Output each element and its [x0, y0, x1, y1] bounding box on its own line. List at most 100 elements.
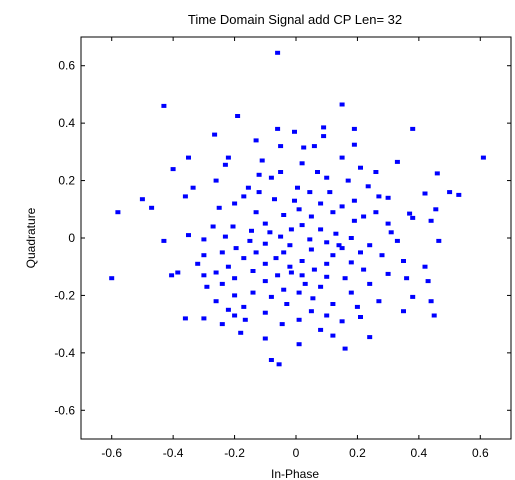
data-point — [216, 205, 222, 210]
data-point — [213, 299, 219, 304]
data-point — [241, 304, 247, 309]
data-point — [273, 256, 279, 261]
data-point — [351, 218, 357, 223]
data-point — [201, 253, 207, 258]
data-point — [324, 240, 330, 245]
y-tick-label: 0.6 — [58, 59, 75, 73]
data-point — [249, 228, 254, 233]
data-point — [318, 201, 324, 206]
data-point — [447, 190, 453, 195]
data-point — [268, 294, 274, 299]
data-point — [394, 238, 400, 243]
data-point — [339, 246, 345, 251]
data-point — [299, 223, 305, 228]
data-point — [201, 273, 207, 278]
y-tick-label: 0.2 — [58, 174, 75, 188]
data-point — [296, 342, 302, 347]
data-point — [376, 194, 382, 199]
data-point — [330, 302, 336, 306]
data-point — [247, 238, 253, 243]
data-point — [235, 114, 241, 118]
data-point — [296, 290, 302, 295]
data-point — [276, 362, 282, 367]
data-point — [348, 260, 354, 265]
data-point — [302, 281, 308, 286]
data-point — [204, 284, 210, 289]
x-tick-label: -0.2 — [224, 446, 245, 460]
data-point — [436, 238, 442, 243]
data-point — [376, 299, 382, 304]
data-point — [434, 171, 440, 176]
data-point — [250, 290, 256, 295]
data-point — [321, 134, 327, 139]
data-point — [225, 155, 231, 160]
x-tick-label: 0.4 — [411, 446, 428, 460]
data-point — [324, 274, 330, 279]
data-point — [268, 358, 274, 362]
data-point — [307, 237, 313, 242]
data-point — [292, 129, 297, 134]
data-point — [310, 296, 316, 301]
data-point — [456, 192, 462, 197]
data-point — [480, 155, 486, 160]
data-point — [433, 207, 439, 212]
data-point — [272, 197, 277, 202]
data-point — [324, 313, 330, 318]
data-point — [232, 201, 238, 206]
data-point — [425, 279, 431, 284]
data-point — [333, 231, 339, 236]
data-point — [222, 162, 228, 167]
data-point — [358, 165, 363, 170]
chart-title: Time Domain Signal add CP Len= 32 — [188, 12, 402, 27]
data-point — [410, 215, 416, 220]
data-point — [330, 333, 336, 338]
y-tick-label: -0.4 — [54, 346, 75, 360]
data-point — [339, 204, 345, 209]
data-point — [336, 243, 342, 248]
data-point — [301, 145, 307, 150]
data-point — [253, 138, 259, 143]
data-point — [351, 126, 357, 131]
data-point — [358, 315, 363, 319]
data-point — [388, 230, 394, 235]
data-point — [321, 125, 327, 130]
data-point — [232, 276, 238, 281]
data-point — [295, 185, 300, 190]
data-point — [348, 236, 354, 240]
data-point — [170, 167, 176, 172]
data-point — [284, 302, 290, 306]
data-point — [233, 246, 239, 251]
data-point — [428, 299, 434, 304]
data-point — [219, 322, 225, 327]
data-point — [253, 250, 259, 255]
data-point — [379, 253, 385, 258]
data-point — [324, 175, 330, 180]
data-point — [149, 205, 155, 210]
data-point — [262, 279, 268, 284]
data-point — [190, 185, 196, 190]
data-point — [431, 313, 437, 318]
data-point — [339, 102, 345, 107]
data-points — [109, 50, 486, 367]
data-point — [210, 224, 216, 229]
data-point — [394, 159, 400, 164]
data-point — [367, 243, 373, 248]
data-point — [354, 304, 360, 309]
data-point — [373, 210, 379, 215]
data-point — [299, 161, 305, 166]
data-point — [219, 250, 225, 255]
data-point — [259, 158, 265, 163]
data-point — [287, 264, 293, 269]
data-point — [242, 317, 248, 322]
data-point — [401, 309, 406, 314]
x-axis: -0.6 -0.4 -0.2 0 0.2 0.4 0.6 — [101, 37, 489, 460]
data-point — [365, 184, 371, 189]
y-axis-label: Quadrature — [24, 207, 38, 268]
data-point — [318, 327, 324, 332]
data-point — [262, 261, 268, 266]
plot-area — [80, 36, 512, 440]
x-tick-label: -0.6 — [101, 446, 122, 460]
y-tick-label: 0.4 — [58, 116, 75, 130]
data-point — [238, 330, 244, 335]
